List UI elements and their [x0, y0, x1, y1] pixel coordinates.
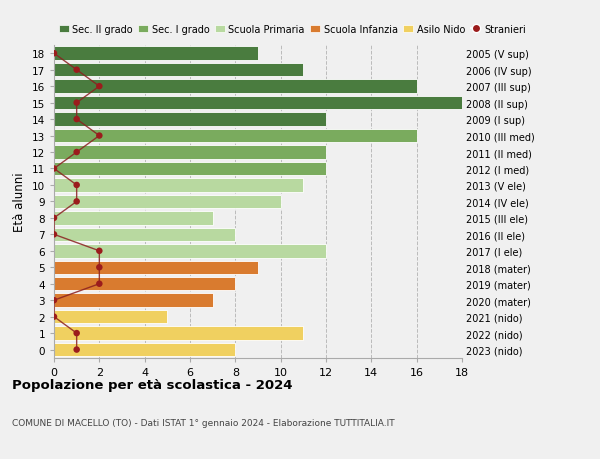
Bar — [54, 327, 304, 340]
Y-axis label: Anni di nascita: Anni di nascita — [596, 161, 600, 243]
Bar — [54, 245, 326, 258]
Text: Popolazione per età scolastica - 2024: Popolazione per età scolastica - 2024 — [12, 379, 293, 392]
Bar — [54, 129, 416, 143]
Point — [95, 247, 104, 255]
Bar — [54, 113, 326, 127]
Point — [72, 100, 82, 107]
Point — [49, 231, 59, 239]
Point — [72, 149, 82, 157]
Bar — [54, 228, 235, 241]
Bar — [54, 47, 258, 61]
Point — [95, 83, 104, 90]
Bar — [54, 195, 281, 209]
Point — [49, 215, 59, 222]
Bar — [54, 294, 212, 307]
Point — [72, 198, 82, 206]
Point — [95, 133, 104, 140]
Point — [49, 297, 59, 304]
Bar — [54, 80, 416, 94]
Legend: Sec. II grado, Sec. I grado, Scuola Primaria, Scuola Infanzia, Asilo Nido, Stran: Sec. II grado, Sec. I grado, Scuola Prim… — [59, 25, 526, 35]
Bar — [54, 261, 258, 274]
Bar — [54, 212, 212, 225]
Text: COMUNE DI MACELLO (TO) - Dati ISTAT 1° gennaio 2024 - Elaborazione TUTTITALIA.IT: COMUNE DI MACELLO (TO) - Dati ISTAT 1° g… — [12, 418, 395, 427]
Bar — [54, 343, 235, 357]
Point — [72, 182, 82, 189]
Bar — [54, 179, 304, 192]
Point — [95, 280, 104, 288]
Y-axis label: Età alunni: Età alunni — [13, 172, 26, 232]
Bar — [54, 146, 326, 159]
Point — [95, 264, 104, 271]
Point — [49, 313, 59, 321]
Bar — [54, 97, 462, 110]
Bar — [54, 162, 326, 176]
Bar — [54, 277, 235, 291]
Point — [49, 165, 59, 173]
Bar — [54, 64, 304, 77]
Point — [49, 50, 59, 58]
Point — [72, 116, 82, 123]
Point — [72, 346, 82, 353]
Point — [72, 67, 82, 74]
Bar — [54, 310, 167, 324]
Point — [72, 330, 82, 337]
